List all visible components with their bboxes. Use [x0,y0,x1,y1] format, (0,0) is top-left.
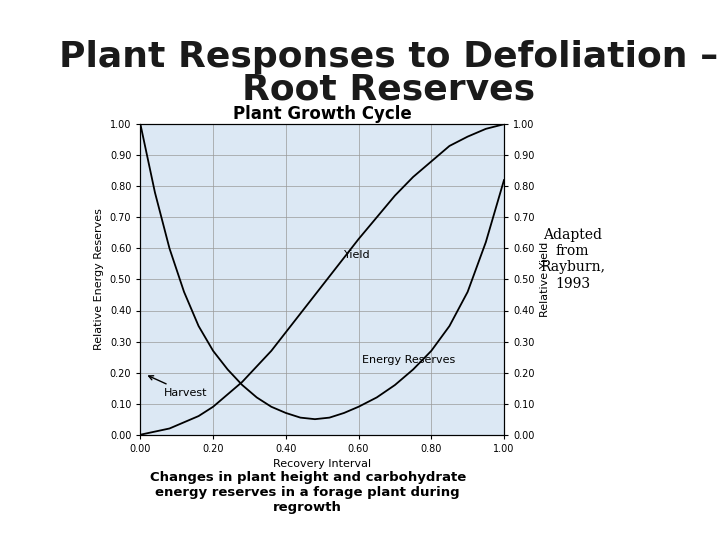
Text: Plant Responses to Defoliation –: Plant Responses to Defoliation – [59,40,719,73]
Text: Yield: Yield [344,249,371,260]
X-axis label: Recovery Interval: Recovery Interval [273,460,372,469]
Text: Root Reserves: Root Reserves [242,72,536,106]
Y-axis label: Relative Yield: Relative Yield [540,242,550,317]
Text: Energy Reserves: Energy Reserves [362,355,456,365]
Title: Plant Growth Cycle: Plant Growth Cycle [233,105,412,123]
Text: Adapted
from
Rayburn,
1993: Adapted from Rayburn, 1993 [540,228,605,291]
Text: Harvest: Harvest [149,376,207,398]
Y-axis label: Relative Energy Reserves: Relative Energy Reserves [94,208,104,350]
Text: Changes in plant height and carbohydrate
energy reserves in a forage plant durin: Changes in plant height and carbohydrate… [150,471,466,514]
